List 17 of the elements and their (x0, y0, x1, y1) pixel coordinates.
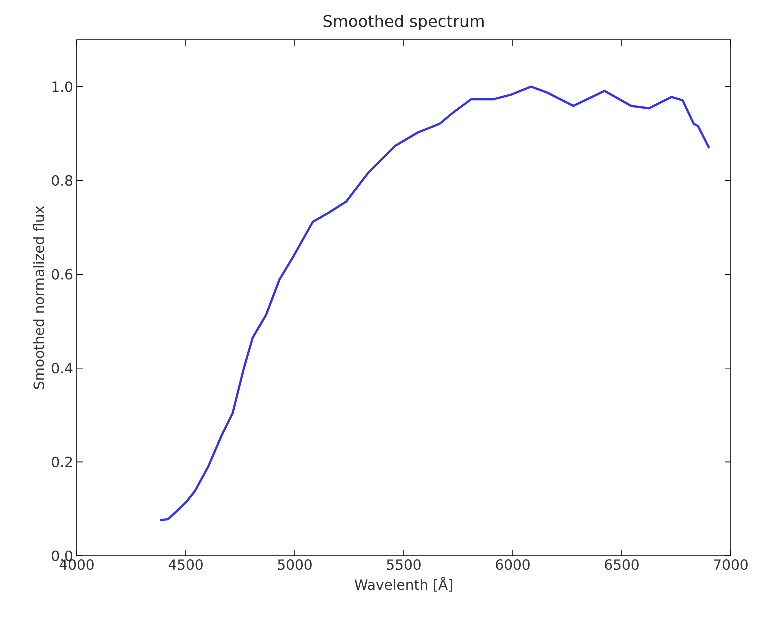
x-tick-label: 5000 (278, 560, 312, 570)
line-series (159, 86, 711, 522)
x-tick-label: 7000 (714, 560, 748, 570)
y-tick-label: 0.8 (52, 175, 73, 186)
y-tick-label: 0.4 (52, 363, 73, 374)
x-tick-label: 6500 (605, 560, 639, 570)
x-tick-label: 4000 (60, 560, 94, 570)
x-tick-label: 5500 (387, 560, 421, 570)
x-tick-label: 6000 (496, 560, 530, 570)
y-axis-title: Smoothed normalized flux (34, 206, 44, 390)
y-tick-label: 1.0 (52, 82, 73, 92)
x-tick-label: 4500 (168, 560, 203, 570)
y-tick-label: 0.2 (52, 456, 72, 468)
y-tick-label: 0.0 (52, 550, 73, 562)
y-tick-label: 0.6 (52, 269, 73, 280)
x-axis-title: Wavelenth [Å] (354, 576, 452, 592)
chart-title: Smoothed spectrum (324, 14, 484, 30)
